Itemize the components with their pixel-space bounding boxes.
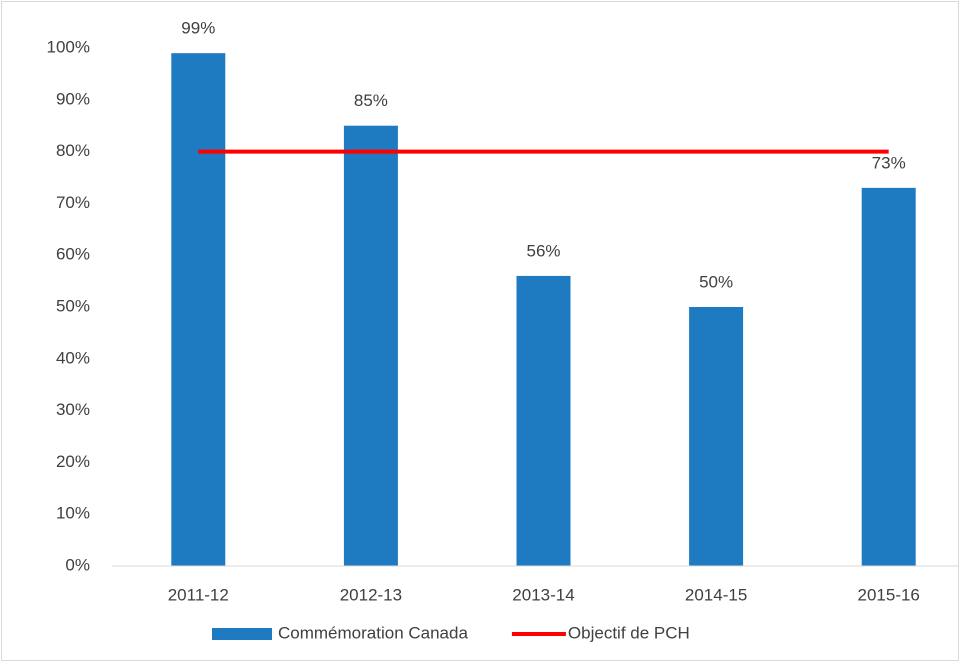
bar: [171, 53, 226, 567]
x-tick-label: 2015-16: [858, 585, 920, 604]
legend-label: Commémoration Canada: [278, 623, 468, 642]
x-tick-label: 2011-12: [168, 585, 229, 604]
y-tick-label: 100%: [47, 37, 90, 56]
data-label: 99%: [181, 19, 215, 38]
x-tick-label: 2012-13: [340, 585, 402, 604]
x-tick-label: 2013-14: [512, 585, 574, 604]
legend-swatch: [212, 628, 272, 640]
y-tick-label: 20%: [56, 452, 90, 471]
y-tick-label: 30%: [56, 400, 90, 419]
bar: [343, 125, 398, 566]
y-tick-label: 10%: [56, 504, 90, 523]
y-tick-label: 70%: [56, 193, 90, 212]
y-tick-label: 50%: [56, 296, 90, 315]
bar: [689, 307, 744, 566]
data-label: 50%: [699, 272, 733, 291]
data-label: 73%: [872, 153, 906, 172]
x-tick-label: 2014-15: [685, 585, 747, 604]
y-tick-label: 90%: [56, 89, 90, 108]
y-tick-label: 60%: [56, 245, 90, 264]
bar: [516, 275, 571, 566]
y-tick-label: 0%: [65, 555, 90, 574]
data-label: 85%: [354, 91, 388, 110]
y-tick-label: 80%: [56, 141, 90, 160]
legend-label: Objectif de PCH: [568, 623, 690, 642]
data-label: 56%: [526, 241, 560, 260]
y-tick-label: 40%: [56, 348, 90, 367]
bar: [861, 187, 916, 567]
